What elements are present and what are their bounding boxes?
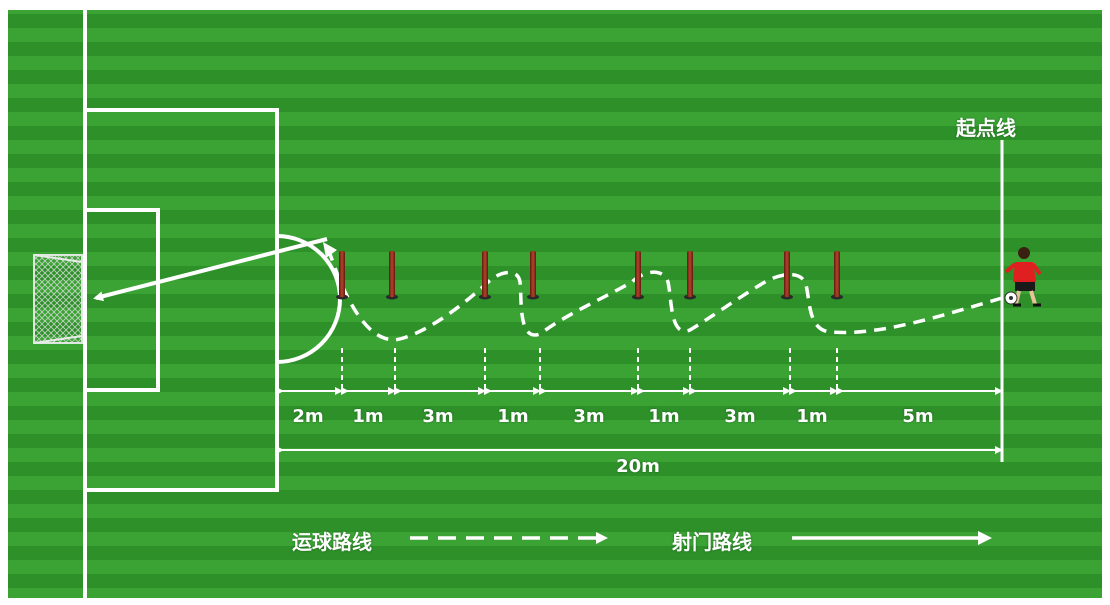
segment-label: 5m bbox=[902, 406, 934, 427]
marker-pole bbox=[831, 251, 843, 300]
grass-background bbox=[8, 10, 1102, 598]
marker-poles bbox=[336, 251, 843, 300]
distance-tick-lines bbox=[341, 348, 838, 394]
marker-pole bbox=[632, 251, 644, 300]
segment-label: 3m bbox=[724, 406, 756, 427]
goal-area bbox=[83, 208, 160, 392]
segment-label: 1m bbox=[648, 406, 680, 427]
ball-icon bbox=[1004, 291, 1018, 305]
start-line-label: 起点线 bbox=[956, 116, 1016, 140]
legend-shooting-line bbox=[792, 531, 992, 545]
marker-pole bbox=[386, 251, 398, 300]
goal-net bbox=[33, 254, 83, 344]
dribble-route-path bbox=[328, 253, 1003, 342]
marker-pole bbox=[336, 251, 348, 300]
marker-pole bbox=[527, 251, 539, 300]
segment-label: 1m bbox=[497, 406, 529, 427]
legend-dribble-line bbox=[410, 532, 608, 544]
segment-label: 2m bbox=[292, 406, 324, 427]
legend-dribble-label: 运球路线 bbox=[292, 530, 372, 554]
shooting-route-line bbox=[93, 237, 328, 302]
segment-label: 1m bbox=[796, 406, 828, 427]
player-icon bbox=[1004, 247, 1042, 307]
segment-label: 1m bbox=[352, 406, 384, 427]
dribble-arrowhead bbox=[323, 242, 337, 258]
legend-shooting-label: 射门路线 bbox=[672, 530, 752, 554]
segment-label: 3m bbox=[573, 406, 605, 427]
marker-pole bbox=[479, 251, 491, 300]
total-dimension-arrow bbox=[276, 440, 1003, 462]
marker-pole bbox=[684, 251, 696, 300]
marker-pole bbox=[781, 251, 793, 300]
total-distance-label: 20m bbox=[616, 456, 660, 477]
segment-label: 3m bbox=[422, 406, 454, 427]
